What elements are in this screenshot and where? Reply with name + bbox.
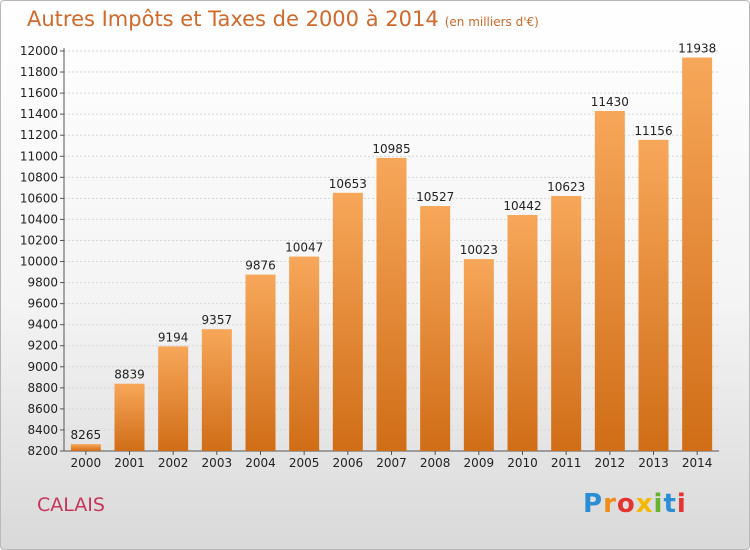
logo-letter: i xyxy=(653,489,664,519)
value-label-2007: 10985 xyxy=(372,142,410,156)
y-tick-label: 10400 xyxy=(20,212,58,226)
x-tick-label-2004: 2004 xyxy=(245,456,276,470)
bar-2004 xyxy=(245,274,276,451)
bar-2001 xyxy=(114,383,145,451)
logo-letter: r xyxy=(603,489,617,519)
x-tick-label-2000: 2000 xyxy=(71,456,102,470)
x-tick-label-2013: 2013 xyxy=(638,456,669,470)
bar-2011 xyxy=(551,195,582,451)
x-tick-label-2009: 2009 xyxy=(464,456,495,470)
logo-letter: x xyxy=(635,489,654,519)
value-labels: 8265 8839 9194 9357 9876 10047 10653 10985 10527… xyxy=(71,42,717,443)
bar-2008 xyxy=(420,206,451,451)
y-tick-label: 10600 xyxy=(20,191,58,205)
bar-2003 xyxy=(201,329,232,451)
value-label-2009: 10023 xyxy=(460,243,498,257)
chart-title-text: Autres Impôts et Taxes de 2000 à 2014 xyxy=(27,7,439,31)
y-tick-label: 9800 xyxy=(27,276,58,290)
city-name: CALAIS xyxy=(37,494,105,516)
value-label-2005: 10047 xyxy=(285,241,323,255)
bar-2002 xyxy=(158,346,189,451)
x-tick-label-2007: 2007 xyxy=(376,456,407,470)
value-label-2001: 8839 xyxy=(114,368,145,382)
y-tick-label: 8200 xyxy=(27,444,58,458)
logo-letter: P xyxy=(583,489,604,519)
x-tick-label-2001: 2001 xyxy=(114,456,145,470)
value-label-2012: 11430 xyxy=(591,95,629,109)
x-tick-label-2008: 2008 xyxy=(420,456,451,470)
y-tick-label: 10800 xyxy=(20,170,58,184)
x-tick-label-2003: 2003 xyxy=(202,456,233,470)
bar-2010 xyxy=(507,215,538,451)
x-tick-label-2010: 2010 xyxy=(507,456,538,470)
logo-letter: t xyxy=(663,489,677,519)
x-tick-label-2011: 2011 xyxy=(551,456,582,470)
bars xyxy=(70,57,713,452)
value-label-2011: 10623 xyxy=(547,180,585,194)
bar-2012 xyxy=(594,111,625,451)
y-tick-label: 9200 xyxy=(27,339,58,353)
y-tick-label: 11800 xyxy=(20,65,58,79)
bar-2007 xyxy=(376,157,407,451)
x-tick-label-2005: 2005 xyxy=(289,456,320,470)
value-label-2002: 9194 xyxy=(158,330,189,344)
y-tick-label: 9400 xyxy=(27,318,58,332)
x-tick-label-2006: 2006 xyxy=(333,456,364,470)
value-label-2010: 10442 xyxy=(503,199,541,213)
value-label-2000: 8265 xyxy=(71,428,102,442)
value-label-2008: 10527 xyxy=(416,190,454,204)
bar-2000 xyxy=(70,444,101,451)
value-label-2006: 10653 xyxy=(329,177,367,191)
value-label-2004: 9876 xyxy=(245,259,276,273)
value-label-2014: 11938 xyxy=(678,42,716,56)
bar-2005 xyxy=(289,256,320,451)
x-tick-label-2002: 2002 xyxy=(158,456,189,470)
y-tick-label: 11400 xyxy=(20,107,58,121)
bar-2013 xyxy=(638,139,669,451)
value-label-2013: 11156 xyxy=(634,124,672,138)
logo-letter: o xyxy=(616,489,636,519)
x-tick-label-2014: 2014 xyxy=(682,456,713,470)
y-tick-label: 12000 xyxy=(20,44,58,58)
chart-unit-label: (en milliers d'€) xyxy=(444,15,539,29)
y-tick-label: 11200 xyxy=(20,128,58,142)
y-tick-label: 11600 xyxy=(20,86,58,100)
y-tick-label: 9000 xyxy=(27,360,58,374)
y-tick-label: 8400 xyxy=(27,423,58,437)
bar-2009 xyxy=(463,259,494,451)
y-tick-label: 8600 xyxy=(27,402,58,416)
axes: 8200 8400 8600 8800 9000 9200 9400 9600 9800 1000… xyxy=(20,44,719,470)
y-tick-label: 11000 xyxy=(20,149,58,163)
value-label-2003: 9357 xyxy=(202,313,233,327)
logo-letter: i xyxy=(676,489,687,519)
bar-2006 xyxy=(332,192,363,451)
y-tick-label: 9600 xyxy=(27,297,58,311)
chart-title: Autres Impôts et Taxes de 2000 à 2014 (en… xyxy=(27,7,539,31)
bar-2014 xyxy=(682,57,713,452)
x-tick-label-2012: 2012 xyxy=(595,456,626,470)
y-tick-label: 10200 xyxy=(20,233,58,247)
y-tick-label: 10000 xyxy=(20,255,58,269)
y-tick-label: 8800 xyxy=(27,381,58,395)
proxiti-logo[interactable]: Proxiti xyxy=(583,489,687,519)
